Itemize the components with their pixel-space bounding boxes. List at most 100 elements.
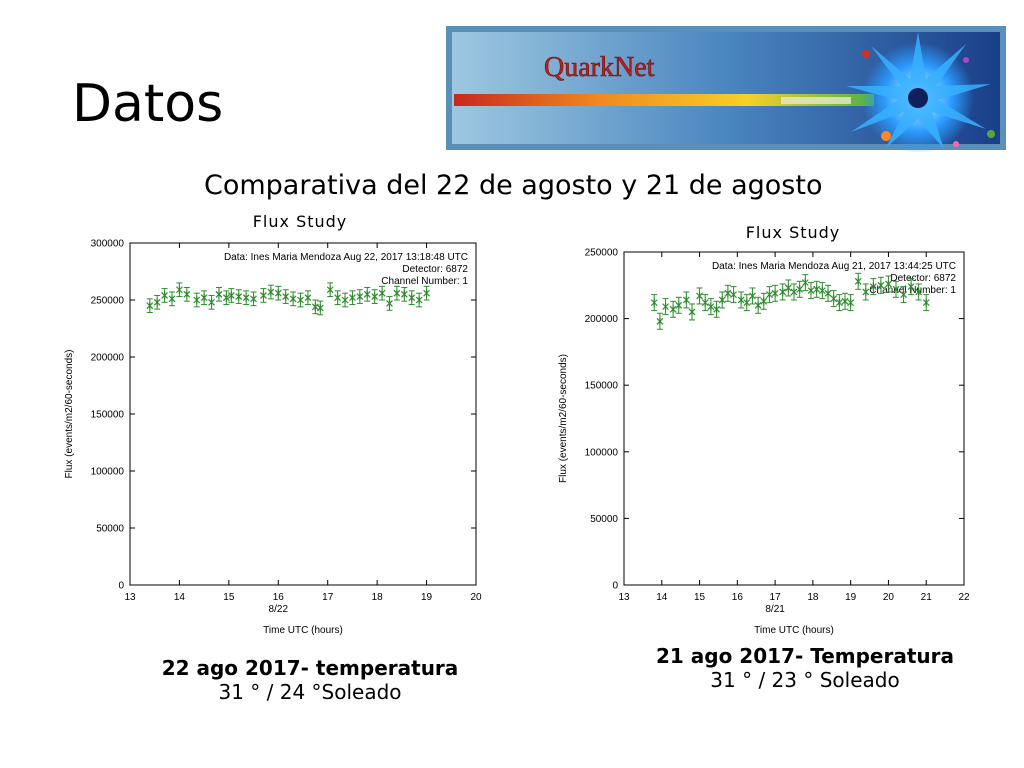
- data-point: [208, 294, 215, 310]
- data-point: [779, 283, 787, 301]
- x-tick-label: 13: [618, 592, 630, 603]
- y-tick-label: 50000: [590, 514, 618, 525]
- star-marker: [215, 290, 223, 299]
- star-marker: [796, 285, 804, 294]
- star-marker: [316, 303, 324, 312]
- star-marker: [707, 302, 715, 311]
- data-point: [356, 289, 364, 304]
- star-marker: [423, 289, 430, 298]
- data-point: [386, 296, 393, 311]
- star-marker: [334, 293, 342, 302]
- star-marker: [760, 297, 768, 306]
- star-marker: [877, 281, 885, 290]
- y-tick-label: 100000: [585, 447, 619, 458]
- star-marker: [363, 290, 371, 299]
- data-point: [682, 291, 690, 309]
- star-marker: [724, 289, 732, 298]
- star-marker: [289, 294, 297, 303]
- y-axis-label: Flux (events/m2/60-seconds): [558, 354, 569, 483]
- y-tick-label: 300000: [91, 239, 125, 250]
- data-point: [841, 292, 849, 310]
- x-tick-label: 16: [732, 592, 744, 603]
- star-marker: [830, 294, 838, 303]
- caption-aug21-weather: 31 ° / 23 ° Soleado: [710, 668, 900, 692]
- data-point: [297, 292, 304, 308]
- info-text: Channel Number: 1: [381, 276, 468, 287]
- data-point: [378, 285, 386, 301]
- y-tick-label: 250000: [585, 248, 619, 259]
- data-point: [371, 289, 379, 304]
- star-marker: [862, 287, 870, 296]
- y-tick-label: 0: [118, 581, 124, 592]
- star-marker: [754, 301, 762, 310]
- star-marker: [297, 296, 304, 304]
- star-marker: [779, 287, 787, 296]
- star-marker: [662, 302, 669, 311]
- star-marker: [696, 291, 703, 300]
- info-text: Detector: 6872: [402, 264, 468, 275]
- x-tick-label: 13: [124, 592, 136, 603]
- x-axis-label: Time UTC (hours): [263, 625, 343, 636]
- data-point: [316, 300, 324, 316]
- star-marker: [356, 292, 364, 301]
- data-point: [311, 299, 319, 315]
- star-marker: [650, 298, 658, 307]
- star-marker: [922, 298, 930, 307]
- data-point: [363, 286, 371, 302]
- caption-aug22-date: 22 ago 2017- temperatura: [161, 656, 459, 680]
- data-point: [801, 274, 809, 292]
- data-point: [915, 283, 923, 301]
- x-tick-label: 19: [845, 592, 857, 603]
- info-text: Data: Ines Maria Mendoza Aug 22, 2017 13…: [224, 252, 468, 263]
- data-point: [847, 294, 855, 312]
- data-point: [193, 292, 201, 308]
- y-tick-label: 100000: [91, 467, 125, 478]
- data-point: [274, 285, 282, 301]
- star-marker: [408, 293, 416, 302]
- star-marker: [718, 295, 726, 304]
- star-marker: [675, 301, 683, 310]
- data-point: [701, 294, 709, 312]
- star-marker: [900, 290, 907, 299]
- data-point: [784, 279, 792, 297]
- data-point: [754, 296, 762, 314]
- data-point: [707, 298, 715, 316]
- data-point: [326, 282, 334, 298]
- star-marker: [386, 299, 393, 308]
- slide-subtitle: Comparativa del 22 de agosto y 21 de ago…: [204, 170, 823, 201]
- data-point: [830, 290, 838, 308]
- data-point: [877, 276, 885, 294]
- x-tick-label: 18: [807, 592, 819, 603]
- star-marker: [818, 286, 826, 295]
- star-marker: [222, 293, 230, 302]
- star-marker: [371, 292, 379, 301]
- x-tick-label: 20: [883, 592, 895, 603]
- data-point: [267, 284, 275, 300]
- data-point: [835, 294, 843, 312]
- data-point: [400, 286, 408, 302]
- star-marker: [807, 286, 815, 295]
- data-point: [824, 284, 832, 302]
- logo-text: QuarkNet: [544, 52, 655, 83]
- star-marker: [835, 298, 843, 307]
- star-marker: [235, 292, 243, 301]
- star-marker: [393, 289, 401, 298]
- star-marker: [813, 285, 821, 294]
- flux-chart-aug22: Flux Study 0 50000 100000 150000 200000 250000…: [64, 212, 482, 636]
- star-marker: [274, 289, 282, 298]
- data-point: [813, 280, 821, 298]
- caption-aug22: 22 ago 2017- temperatura 31 ° / 24 °Sole…: [150, 656, 470, 704]
- x-tick-label: 17: [770, 592, 782, 603]
- star-marker: [227, 291, 235, 300]
- chart-title: Flux Study: [746, 223, 841, 242]
- data-point: [200, 290, 208, 306]
- x-tick-label: 19: [421, 592, 433, 603]
- x-tick-label: 15: [223, 592, 235, 603]
- data-point: [892, 280, 900, 298]
- info-text: Data: Ines Maria Mendoza Aug 21, 2017 13…: [712, 261, 956, 272]
- star-marker: [766, 290, 773, 299]
- data-point: [885, 275, 892, 293]
- star-marker: [153, 298, 161, 307]
- x-date-label: 8/22: [269, 604, 289, 615]
- y-axis-label: Flux (events/m2/60-seconds): [64, 350, 75, 479]
